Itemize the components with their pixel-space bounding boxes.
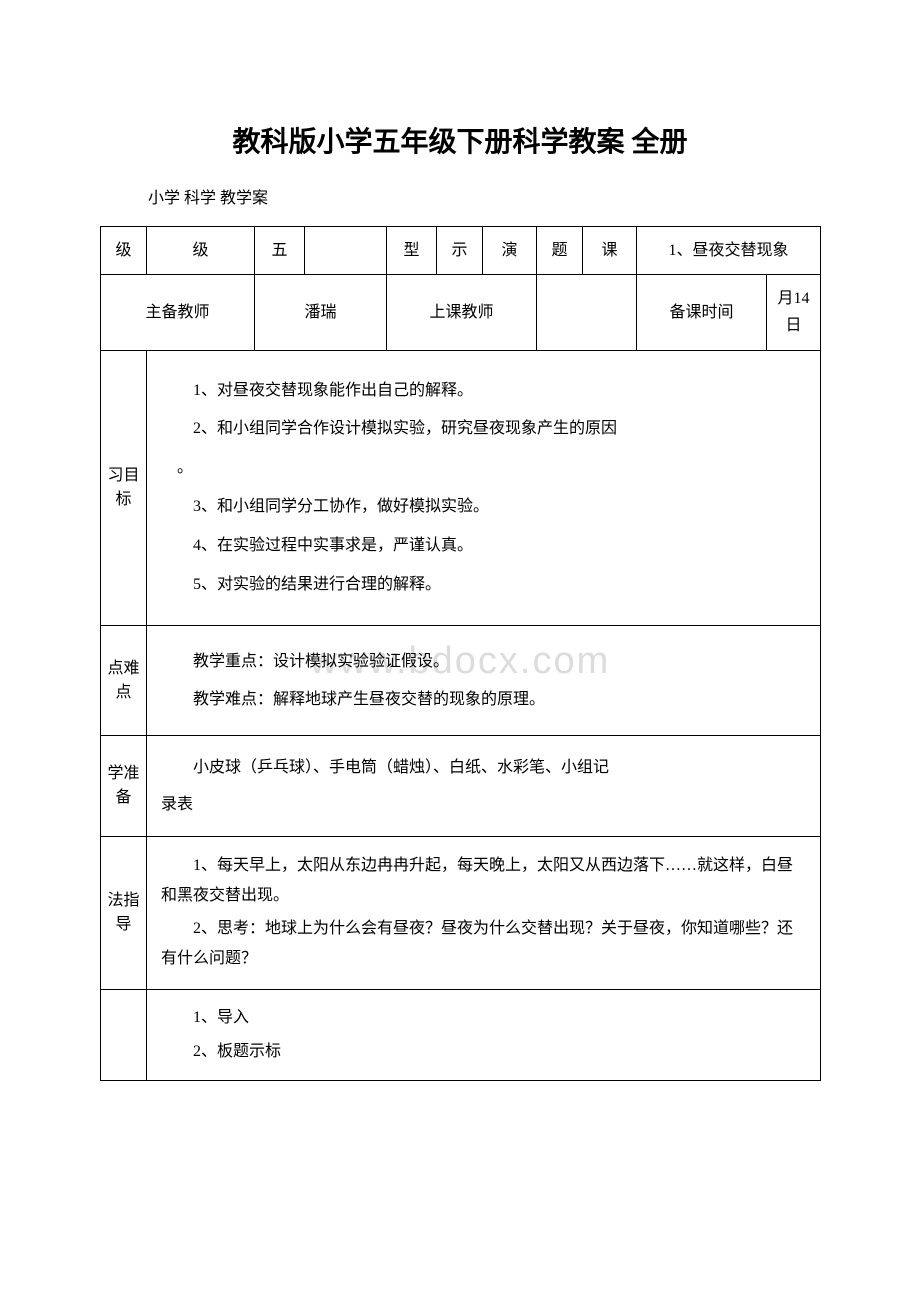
prep-row: 学准备 小皮球（乒乓球）、手电筒（蜡烛）、白纸、水彩笔、小组记 录表 [101,735,821,836]
prep-line-2: 录表 [161,787,806,822]
cell-demo-sub: 演 [483,227,537,275]
cell-main-teacher-label: 主备教师 [101,275,255,350]
keypoints-label: 点难点 [101,626,147,735]
cell-topic-label: 题 [537,227,583,275]
objective-4: 4、在实验过程中实事求是，严谨认真。 [161,528,806,565]
header-row-2: 主备教师 潘瑞 上课教师 备课时间 月14日 [101,275,821,350]
prep-line-1: 小皮球（乒乓球）、手电筒（蜡烛）、白纸、水彩笔、小组记 [161,750,806,785]
objective-1: 1、对昼夜交替现象能作出自己的解释。 [161,373,806,410]
cell-class-teacher-value [537,275,637,350]
steps-content: 1、导入 2、板题示标 [147,989,821,1080]
steps-row: 1、导入 2、板题示标 [101,989,821,1080]
keypoint-2: 教学难点：解释地球产生昼夜交替的现象的原理。 [161,682,806,717]
step-2: 2、板题示标 [161,1036,806,1068]
cell-grade-value: 五 [255,227,305,275]
method-label: 法指导 [101,837,147,990]
cell-topic-value: 1、昼夜交替现象 [637,227,821,275]
cell-empty1 [305,227,387,275]
objectives-label: 习目标 [101,350,147,626]
cell-prep-time-value: 月14日 [767,275,821,350]
cell-demo-label: 示 [437,227,483,275]
keypoint-1: 教学重点：设计模拟实验验证假设。 [161,644,806,679]
cell-type-label: 型 [387,227,437,275]
objective-2: 2、和小组同学合作设计模拟实验，研究昼夜现象产生的原因 [161,411,806,448]
page-title: 教科版小学五年级下册科学教案 全册 [100,120,820,160]
objectives-row: 习目标 1、对昼夜交替现象能作出自己的解释。 2、和小组同学合作设计模拟实验，研… [101,350,821,626]
keypoints-row: 点难点 教学重点：设计模拟实验验证假设。 教学难点：解释地球产生昼夜交替的现象的… [101,626,821,735]
keypoints-content: 教学重点：设计模拟实验验证假设。 教学难点：解释地球产生昼夜交替的现象的原理。 [147,626,821,735]
cell-prep-time-label: 备课时间 [637,275,767,350]
cell-main-teacher-value: 潘瑞 [255,275,387,350]
cell-topic-sub: 课 [583,227,637,275]
cell-grade-label: 级 [101,227,147,275]
prep-label: 学准备 [101,735,147,836]
objectives-content: 1、对昼夜交替现象能作出自己的解释。 2、和小组同学合作设计模拟实验，研究昼夜现… [147,350,821,626]
header-row-1: 级 级 五 型 示 演 题 课 1、昼夜交替现象 [101,227,821,275]
steps-label [101,989,147,1080]
page-subtitle: 小学 科学 教学案 [148,184,820,208]
prep-content: 小皮球（乒乓球）、手电筒（蜡烛）、白纸、水彩笔、小组记 录表 [147,735,821,836]
step-1: 1、导入 [161,1002,806,1034]
objective-2-hang: 。 [161,450,806,487]
method-content: 1、每天早上，太阳从东边冉冉升起，每天晚上，太阳又从西边落下……就这样，白昼和黑… [147,837,821,990]
cell-grade-sub: 级 [147,227,255,275]
method-row: 法指导 1、每天早上，太阳从东边冉冉升起，每天晚上，太阳又从西边落下……就这样，… [101,837,821,990]
lesson-plan-table-wrap: 级 级 五 型 示 演 题 课 1、昼夜交替现象 主备教师 潘瑞 上课教师 备课… [100,226,820,1081]
objective-5: 5、对实验的结果进行合理的解释。 [161,567,806,604]
objective-3: 3、和小组同学分工协作，做好模拟实验。 [161,489,806,526]
lesson-plan-table: 级 级 五 型 示 演 题 课 1、昼夜交替现象 主备教师 潘瑞 上课教师 备课… [100,226,821,1081]
cell-class-teacher-label: 上课教师 [387,275,537,350]
method-1: 1、每天早上，太阳从东边冉冉升起，每天晚上，太阳又从西边落下……就这样，白昼和黑… [161,851,806,912]
method-2: 2、思考：地球上为什么会有昼夜？昼夜为什么交替出现？关于昼夜，你知道哪些？还有什… [161,914,806,975]
